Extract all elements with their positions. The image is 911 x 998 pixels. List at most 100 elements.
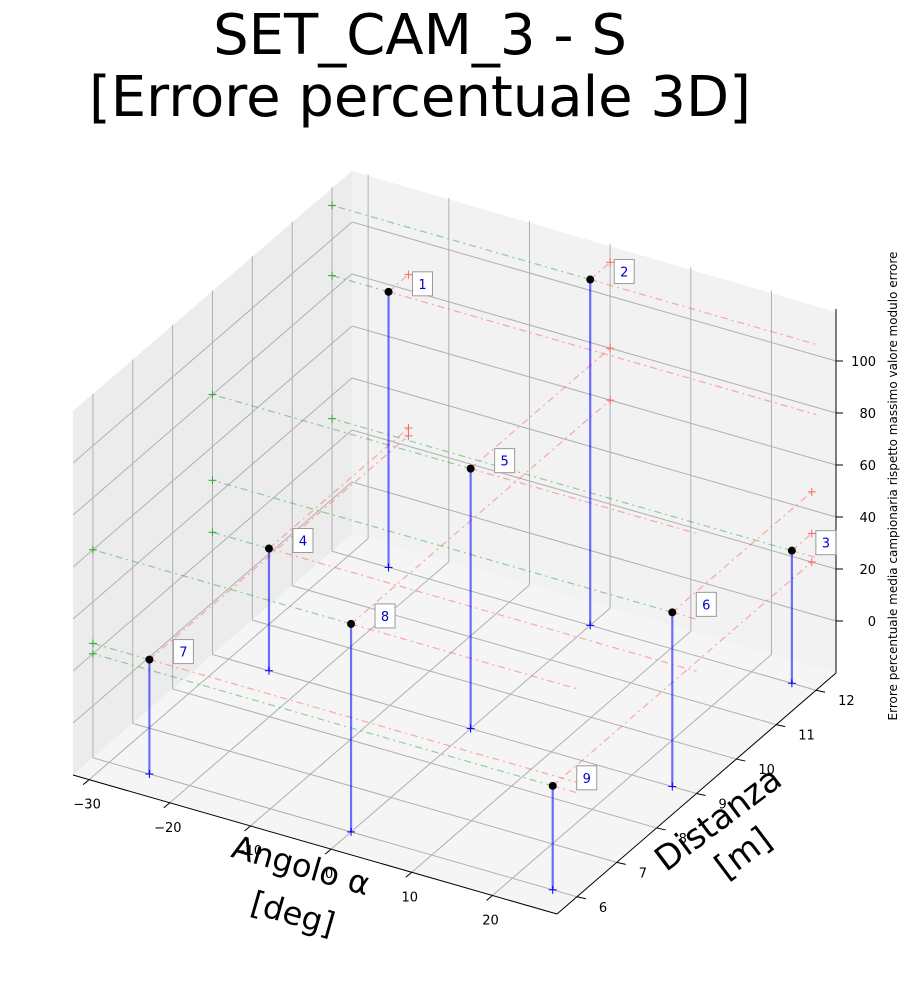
data-point-4 xyxy=(264,544,273,553)
x-tick-3 xyxy=(324,848,332,855)
stem-base-5 xyxy=(466,724,475,733)
back-projection-line-3 xyxy=(791,532,813,552)
x-projection-line-8 xyxy=(350,623,578,690)
z-tick-label-0: 0 xyxy=(868,615,876,630)
x-projection-line-4 xyxy=(268,547,697,672)
y-tick-5 xyxy=(776,724,786,728)
axes: −30 −20 −10 0 10 20 6 7 8 9 10 11 12 0 20 40 60 80 100 xyxy=(72,309,876,928)
x-tick-0 xyxy=(82,779,90,786)
y-projection-line-5 xyxy=(212,393,471,470)
back-projection-marker-8 xyxy=(606,396,615,405)
y-tick-label-3: 9 xyxy=(719,798,727,813)
y-tick-label-6: 12 xyxy=(838,694,855,709)
back-projection-line-1 xyxy=(388,274,409,293)
stem-base-6 xyxy=(668,782,677,791)
y-projection-marker-4 xyxy=(208,528,217,537)
chart-title-line-1: SET_CAM_3 - S xyxy=(213,3,627,68)
x-projection-line-1 xyxy=(388,291,817,416)
y-projection-marker-7 xyxy=(88,639,97,648)
back-projection-marker-5 xyxy=(606,344,615,353)
y-tick-label-5: 11 xyxy=(798,729,815,744)
x-tick-label-3: 0 xyxy=(325,867,333,882)
stem-base-8 xyxy=(347,827,356,836)
data-label-box-3 xyxy=(815,530,837,556)
chart-title-line-2: [Errore percentuale 3D] xyxy=(88,65,752,130)
data-label-8: 8 xyxy=(381,610,389,625)
y-projection-line-6 xyxy=(212,479,673,613)
data-point-5 xyxy=(466,464,475,473)
y-projection-marker-9 xyxy=(88,649,97,658)
y-tick-6 xyxy=(815,689,826,693)
z-tick-label-2: 40 xyxy=(859,511,876,526)
data-label-box-1 xyxy=(412,271,434,297)
y-projection-marker-5 xyxy=(208,390,217,399)
x-tick-label-5: 20 xyxy=(482,913,499,928)
z-tick-label-4: 80 xyxy=(859,407,876,422)
data-marks: 1 2 3 4 5 6 7 8 9 xyxy=(88,201,837,894)
y-tick-2 xyxy=(656,827,666,831)
back-projection-line-2 xyxy=(589,261,611,281)
data-label-box-8 xyxy=(374,603,396,629)
data-label-box-2 xyxy=(613,259,635,285)
y-projection-marker-3 xyxy=(328,414,337,423)
x-projection-line-3 xyxy=(791,550,817,559)
z-grid-left-2 xyxy=(72,377,353,620)
z-grid-left-0 xyxy=(72,481,353,724)
y-grid-floor-1 xyxy=(132,722,617,863)
z-grid-back-5 xyxy=(351,221,837,362)
y-projection-marker-6 xyxy=(208,476,217,485)
stem-base-3 xyxy=(787,679,796,688)
z-tick-label-5: 100 xyxy=(851,355,876,370)
z-grid-left-1 xyxy=(72,429,353,672)
x-projection-line-6 xyxy=(672,611,697,620)
back-projection-line-9 xyxy=(552,561,813,787)
x-projection-line-5 xyxy=(470,468,697,535)
data-label-5: 5 xyxy=(500,455,508,470)
grid-lines xyxy=(72,174,837,898)
y-projection-line-9 xyxy=(92,653,553,787)
stem-base-4 xyxy=(264,666,273,675)
x-tick-label-0: −30 xyxy=(73,798,100,813)
back-projection-marker-3 xyxy=(807,529,816,538)
x-tick-1 xyxy=(163,802,171,809)
y-grid-floor-4 xyxy=(252,619,737,760)
y-projection-marker-1 xyxy=(328,271,337,280)
x-tick-4 xyxy=(405,871,413,878)
x-tick-label-1: −20 xyxy=(154,821,181,836)
back-projection-marker-6 xyxy=(807,487,816,496)
x-axis-label-line-2: [deg] xyxy=(247,883,339,943)
z-grid-back-0 xyxy=(351,481,837,622)
y-grid-floor-6 xyxy=(331,550,817,691)
data-label-9: 9 xyxy=(583,772,591,787)
back-projection-marker-1 xyxy=(404,270,413,279)
y-projection-line-4 xyxy=(212,531,270,550)
z-grid-left-3 xyxy=(72,325,353,568)
y-projection-line-1 xyxy=(331,275,389,293)
y-tick-label-0: 6 xyxy=(599,901,607,916)
x-projection-line-2 xyxy=(590,278,817,345)
back-projection-marker-2 xyxy=(606,258,615,267)
y-tick-4 xyxy=(736,758,746,762)
y-projection-line-8 xyxy=(92,549,352,625)
x-tick-label-2: −10 xyxy=(235,844,262,859)
data-point-8 xyxy=(347,619,356,628)
x-axis-line xyxy=(72,774,558,915)
y-projection-marker-8 xyxy=(88,545,97,554)
y-tick-0 xyxy=(576,896,587,900)
x-projection-line-7 xyxy=(149,659,578,783)
y-tick-label-4: 10 xyxy=(758,763,775,778)
y-grid-floor-2 xyxy=(172,688,657,829)
z-axis-label: Errore percentuale media campionaria ris… xyxy=(886,252,900,721)
data-label-3: 3 xyxy=(822,537,830,552)
data-label-box-5 xyxy=(494,448,516,474)
back-projection-marker-7 xyxy=(404,431,413,440)
z-grid-left-5 xyxy=(72,221,353,464)
y-grid-floor-0 xyxy=(92,757,578,898)
data-point-9 xyxy=(548,781,557,790)
y-projection-line-2 xyxy=(331,204,591,281)
y-projection-line-7 xyxy=(92,642,150,661)
data-label-2: 2 xyxy=(620,266,628,281)
y-grid-floor-3 xyxy=(212,654,697,794)
z-grid-back-4 xyxy=(351,273,837,414)
